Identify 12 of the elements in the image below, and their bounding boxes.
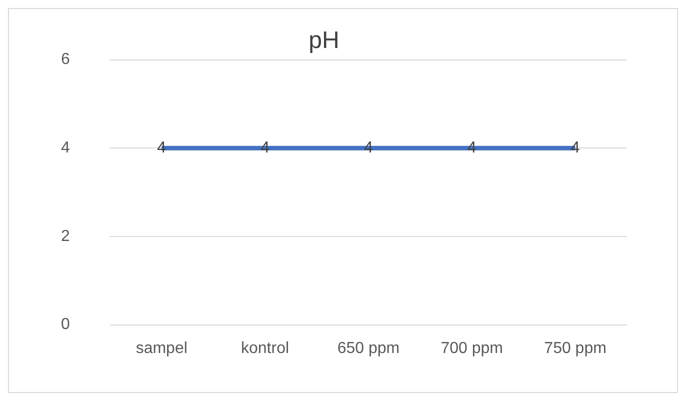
x-tick-label: 750 ppm (544, 340, 606, 357)
x-tick-label: 650 ppm (337, 340, 400, 357)
y-tick-label: 6 (60, 51, 70, 68)
data-label: 4 (570, 140, 580, 157)
y-tick-label: 0 (60, 316, 70, 334)
chart-title: pH (308, 27, 340, 54)
data-label: 4 (157, 140, 166, 157)
y-tick-label: 2 (60, 228, 70, 245)
x-tick-label: 700 ppm (440, 340, 503, 357)
y-tick-label: 4 (60, 140, 70, 157)
x-tick-label: sampel (136, 340, 188, 357)
x-tick-label: kontrol (241, 340, 290, 357)
